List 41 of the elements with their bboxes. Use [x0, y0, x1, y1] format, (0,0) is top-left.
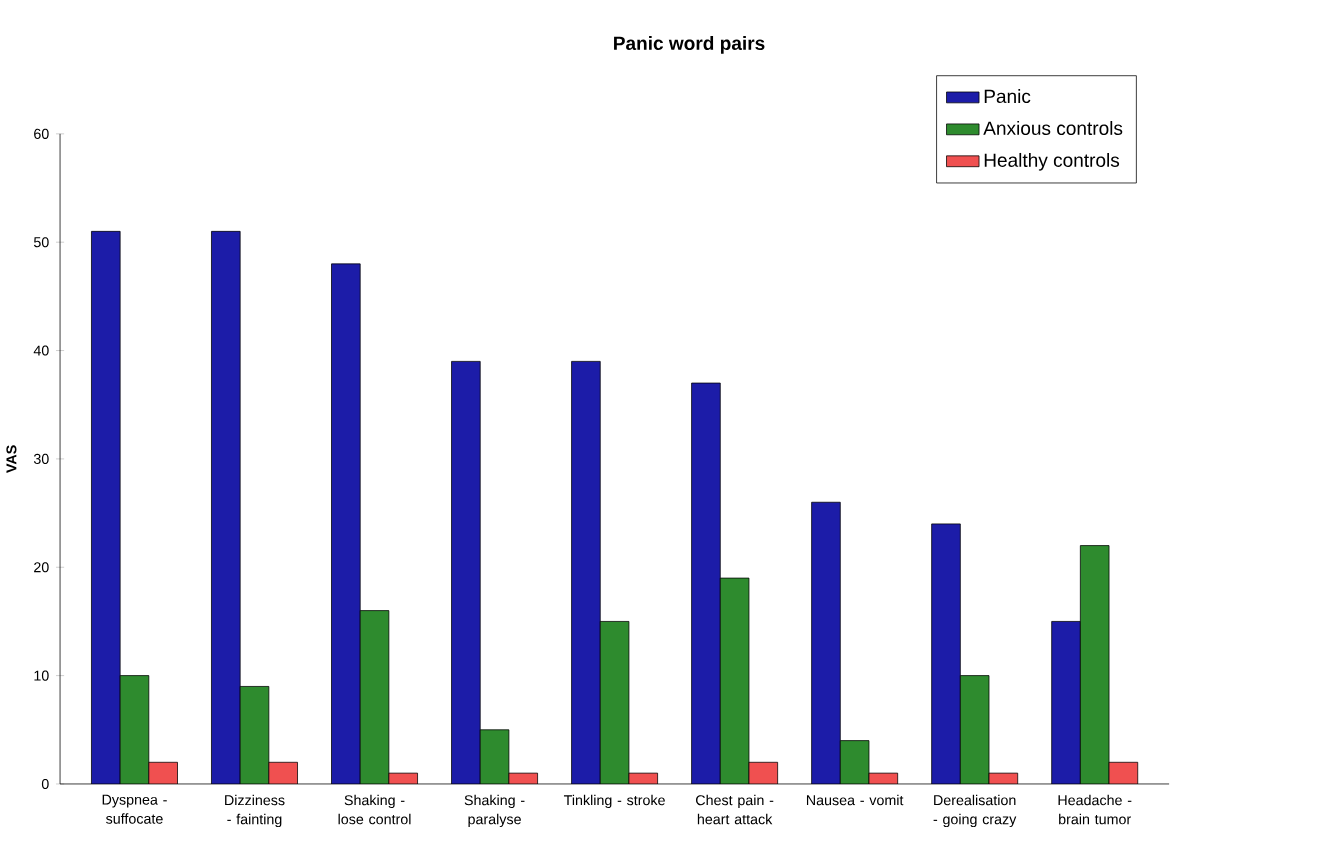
bar — [451, 361, 481, 785]
bar — [268, 762, 298, 785]
x-tick-label: Nausea - vomit — [806, 794, 904, 806]
x-tick-label: Dyspnea - suffocate — [102, 794, 167, 824]
y-tick-label: 30 — [33, 453, 49, 465]
bar — [571, 361, 601, 785]
y-tick-label: 60 — [34, 128, 49, 139]
bar — [360, 610, 389, 785]
bar — [840, 740, 869, 785]
x-tick-label: Shaking - paralyse — [464, 794, 525, 828]
y-tick-label: 20 — [34, 562, 49, 573]
x-tick-label: Headache - brain tumor — [1058, 794, 1132, 825]
bar — [211, 231, 241, 785]
legend-label: Anxious controls — [983, 121, 1123, 136]
x-tick-label: Tinkling - stroke — [563, 794, 665, 809]
y-tick-label: 40 — [33, 345, 49, 356]
bar — [480, 729, 509, 785]
x-tick-label: Derealisation - going crazy — [933, 794, 1017, 828]
bar — [931, 524, 961, 785]
bar — [691, 383, 721, 785]
bar — [811, 502, 841, 785]
y-tick-label: 50 — [33, 237, 49, 248]
x-tick-label: Dizziness - fainting — [225, 794, 285, 828]
chart-title: Panic word pairs — [614, 36, 765, 54]
bar — [960, 675, 990, 785]
bar — [91, 231, 121, 785]
legend-label: Healthy controls — [984, 153, 1120, 171]
bar — [1051, 621, 1081, 785]
bar — [720, 578, 749, 785]
bar — [120, 675, 149, 785]
y-tick-label: 10 — [34, 670, 49, 681]
bar — [240, 686, 269, 785]
x-tick-label: Chest pain - heart attack — [696, 794, 774, 825]
bar — [331, 263, 361, 785]
bar — [600, 621, 629, 785]
x-tick-label: Shaking - lose control — [338, 794, 411, 825]
bar — [148, 762, 178, 785]
bar — [1079, 545, 1110, 785]
y-tick-label: 0 — [41, 778, 49, 790]
y-axis-title: VAS — [6, 445, 17, 474]
legend-label: Panic — [984, 89, 1031, 104]
